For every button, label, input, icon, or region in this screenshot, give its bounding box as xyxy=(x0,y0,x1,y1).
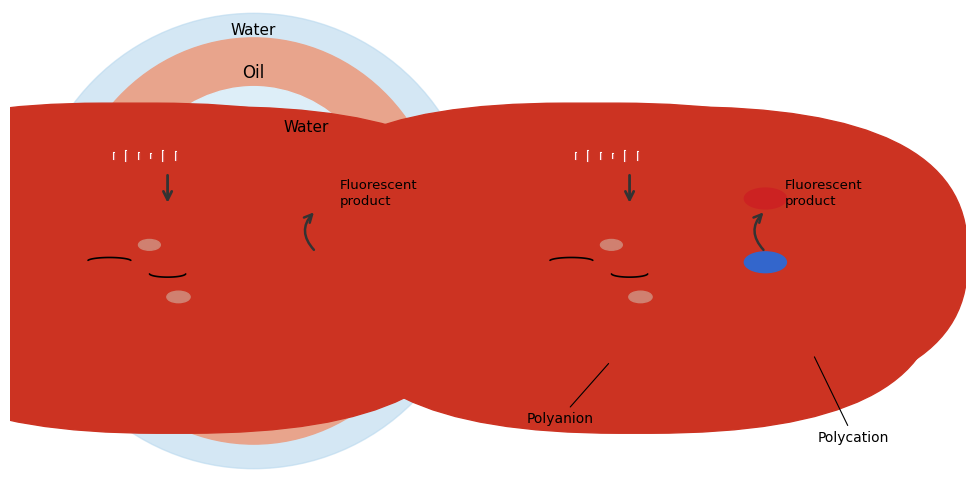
FancyBboxPatch shape xyxy=(0,107,506,406)
Circle shape xyxy=(600,240,623,250)
Ellipse shape xyxy=(62,38,445,444)
FancyBboxPatch shape xyxy=(364,107,967,406)
Circle shape xyxy=(745,252,787,273)
Ellipse shape xyxy=(621,154,795,328)
FancyBboxPatch shape xyxy=(277,103,906,404)
FancyBboxPatch shape xyxy=(332,110,938,433)
Circle shape xyxy=(295,188,337,209)
Text: Fluorescent
product: Fluorescent product xyxy=(340,179,418,208)
Circle shape xyxy=(295,252,337,273)
Circle shape xyxy=(111,269,137,281)
Text: Oil: Oil xyxy=(243,64,264,82)
Circle shape xyxy=(573,269,598,281)
Text: Water: Water xyxy=(284,120,329,135)
Text: Polyanion: Polyanion xyxy=(526,363,609,426)
Text: Fluorescent
product: Fluorescent product xyxy=(785,179,862,208)
Text: Water: Water xyxy=(231,23,276,38)
Circle shape xyxy=(745,188,787,209)
Ellipse shape xyxy=(28,13,479,469)
Circle shape xyxy=(167,291,190,303)
Circle shape xyxy=(629,291,652,303)
FancyBboxPatch shape xyxy=(0,110,476,433)
Ellipse shape xyxy=(116,87,391,395)
FancyBboxPatch shape xyxy=(0,103,444,404)
Circle shape xyxy=(139,240,160,250)
Text: Polycation: Polycation xyxy=(814,357,889,445)
